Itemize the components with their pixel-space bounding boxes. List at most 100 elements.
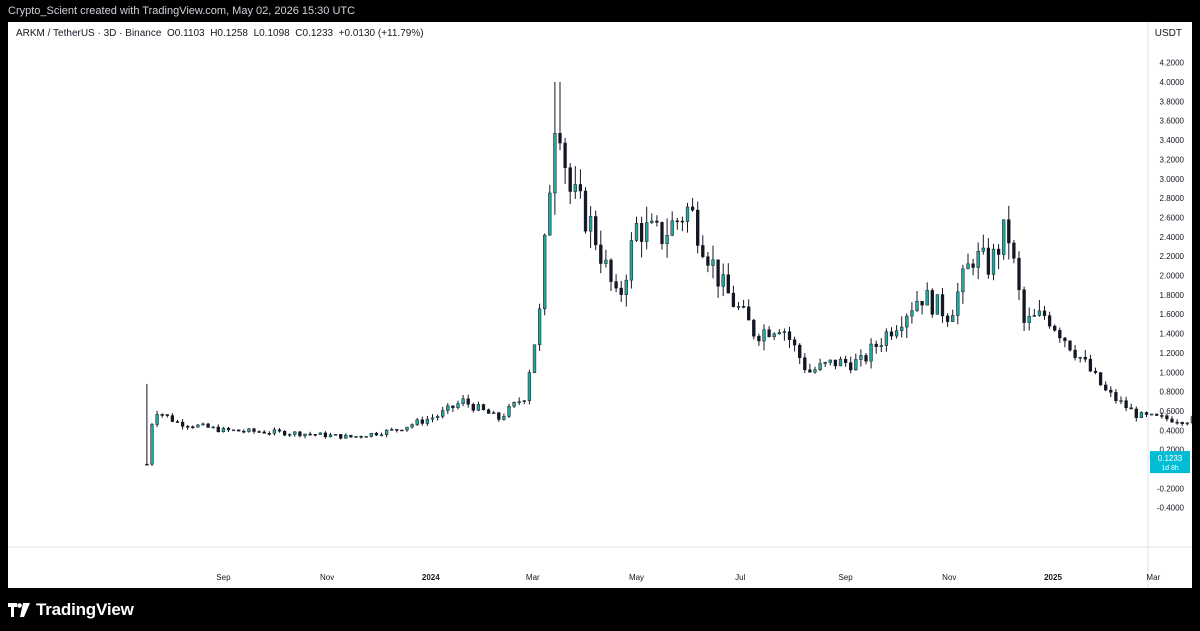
candle-body xyxy=(792,339,797,346)
candle-body xyxy=(843,358,848,363)
candle-body xyxy=(359,436,363,438)
candle-body xyxy=(874,343,878,347)
time-tick-label: Mar xyxy=(1146,573,1160,582)
candle-body xyxy=(599,244,603,264)
price-tick-label: 2.4000 xyxy=(1160,233,1185,242)
candle-body xyxy=(262,431,266,434)
candle-body xyxy=(1119,400,1123,402)
candle-body xyxy=(1134,408,1138,418)
candle-body xyxy=(563,142,567,168)
candle-body xyxy=(905,315,909,328)
candle-body xyxy=(558,133,562,144)
candle-body xyxy=(339,434,343,439)
candle-body xyxy=(1170,418,1174,423)
price-tick-label: 0.2000 xyxy=(1160,446,1185,455)
candle-body xyxy=(420,419,424,424)
candle-body xyxy=(930,290,934,315)
candle-body xyxy=(180,421,185,427)
candle-body xyxy=(344,434,348,439)
candle-body xyxy=(451,405,455,408)
candle-body xyxy=(486,409,491,414)
candle-body xyxy=(721,274,725,287)
candle-body xyxy=(568,167,572,192)
price-tick-label: -0.2000 xyxy=(1157,484,1185,493)
time-tick-label: Sep xyxy=(838,573,853,582)
candle-body xyxy=(583,190,588,232)
candle-body xyxy=(961,268,965,293)
candle-body xyxy=(390,429,394,431)
time-tick-label: 2024 xyxy=(422,573,440,582)
candle-body xyxy=(160,414,164,416)
candle-body xyxy=(777,332,781,335)
candle-body xyxy=(787,331,792,340)
candle-body xyxy=(328,434,333,438)
candle-body xyxy=(757,335,761,342)
candle-body xyxy=(349,434,353,438)
candle-body xyxy=(940,294,945,317)
brand-text: TradingView xyxy=(36,600,134,619)
candle-body xyxy=(915,301,919,311)
candle-body xyxy=(1104,384,1108,391)
candle-body xyxy=(767,329,771,337)
price-tick-label: 3.2000 xyxy=(1160,155,1185,164)
candle-body xyxy=(1088,358,1093,372)
price-tick-label: 1.6000 xyxy=(1160,310,1185,319)
candle-body xyxy=(237,429,241,432)
symbol-label[interactable]: ARKM / TetherUS · 3D · Binance xyxy=(16,28,162,39)
candle-body xyxy=(1124,400,1128,409)
candle-body xyxy=(675,220,679,223)
candle-body xyxy=(685,206,690,222)
candle-body xyxy=(818,363,822,370)
candle-body xyxy=(614,281,618,289)
candle-body xyxy=(650,220,654,223)
candle-body xyxy=(1160,415,1164,417)
candle-body xyxy=(211,426,215,429)
candle-body xyxy=(1185,422,1189,425)
candle-body xyxy=(553,133,557,194)
legend-line: ARKM / TetherUS · 3D · Binance O0.1103 H… xyxy=(16,28,424,39)
candle-body xyxy=(293,431,297,435)
candle-body xyxy=(415,419,419,425)
candle-body xyxy=(323,432,328,438)
candle-body xyxy=(492,412,496,414)
price-tick-label: 2.2000 xyxy=(1160,252,1185,261)
candle-body xyxy=(318,432,322,435)
candle-body xyxy=(665,234,669,244)
candle-body xyxy=(971,263,975,268)
candle-body xyxy=(1063,337,1067,342)
candle-body xyxy=(925,290,929,306)
candle-body xyxy=(1078,357,1082,359)
candle-body xyxy=(226,427,231,431)
candle-body xyxy=(221,427,226,433)
candle-body xyxy=(145,463,149,466)
candle-body xyxy=(588,216,593,232)
candle-body xyxy=(267,433,271,435)
time-tick-label: 2025 xyxy=(1044,573,1062,582)
candle-body xyxy=(303,433,307,437)
candle-body xyxy=(354,436,358,438)
candle-body xyxy=(823,362,827,364)
candle-body xyxy=(313,434,317,436)
candle-body xyxy=(497,412,501,420)
candle-body xyxy=(1083,357,1087,360)
candle-body xyxy=(242,430,246,433)
chart-panel[interactable]: 4.2000 4.0000 3.8000 3.6000 3.4000 3.2000 3.00… xyxy=(8,22,1192,588)
currency-label[interactable]: USDT xyxy=(1154,28,1182,39)
candle-body xyxy=(1047,315,1052,327)
candle-body xyxy=(527,372,532,402)
candle-body xyxy=(854,359,858,371)
price-tick-label: 3.4000 xyxy=(1160,136,1185,145)
candle-body xyxy=(634,223,639,241)
price-chart[interactable]: 4.2000 4.0000 3.8000 3.6000 3.4000 3.2000 3.00… xyxy=(8,22,1192,588)
candle-body xyxy=(1165,415,1169,420)
candle-body xyxy=(609,259,613,282)
last-price-value: 0.1233 xyxy=(1158,454,1183,463)
candle-body xyxy=(446,405,450,411)
candle-body xyxy=(1175,421,1179,424)
price-tick-label: 1.4000 xyxy=(1160,330,1185,339)
ohlc-open: O0.1103 xyxy=(167,28,205,39)
candle-body xyxy=(186,426,190,428)
time-tick-label: Nov xyxy=(320,573,334,582)
candle-body xyxy=(711,259,715,266)
candle-body xyxy=(155,414,159,425)
